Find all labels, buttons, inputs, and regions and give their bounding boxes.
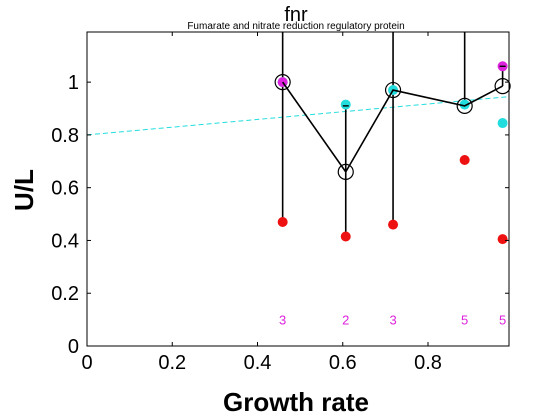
count-label: 5	[499, 313, 506, 328]
y-tick-label: 0.4	[51, 230, 79, 252]
y-tick-label: 0.8	[51, 125, 79, 147]
x-tick-label: 0.2	[158, 352, 186, 374]
mean-marker	[494, 77, 511, 95]
mean-marker	[456, 97, 473, 114]
data-point	[459, 99, 470, 110]
count-label: 5	[461, 313, 468, 328]
x-axis-label: Growth rate	[223, 387, 369, 417]
y-tick-label: 0.2	[51, 283, 79, 305]
chart-title: fnr	[284, 4, 308, 26]
count-label: 3	[389, 313, 396, 328]
data-point	[340, 231, 351, 242]
y-tick-label: 1	[68, 72, 79, 94]
y-tick-label: 0	[68, 336, 79, 358]
x-tick-label: 0.4	[244, 352, 272, 374]
y-tick-label: 0.6	[51, 178, 79, 200]
y-axis-label: U/L	[9, 169, 39, 211]
mean-marker	[274, 74, 291, 91]
mean-marker	[337, 163, 354, 180]
data-point	[388, 219, 399, 230]
count-label: 2	[342, 313, 349, 328]
trend-line	[86, 96, 510, 136]
data-point	[340, 99, 351, 110]
data-point	[277, 216, 288, 227]
x-tick-label: 0.8	[414, 352, 442, 374]
data-point	[497, 234, 508, 245]
data-point	[459, 154, 470, 165]
axes: 0 0.2 0.4 0.6 0.8 0 0.2 0.4 0.6 0.8 1	[51, 32, 509, 374]
x-tick-label: 0	[81, 352, 92, 374]
mean-marker	[384, 81, 402, 99]
x-tick-label: 0.6	[329, 352, 357, 374]
data-point	[497, 118, 508, 129]
count-label: 3	[279, 313, 286, 328]
mean-line	[282, 81, 503, 174]
plot-frame	[86, 31, 510, 347]
plot-area: 3 2 3 5 5	[86, 32, 511, 328]
chart-subtitle: Fumarate and nitrate reduction regulator…	[187, 21, 404, 32]
